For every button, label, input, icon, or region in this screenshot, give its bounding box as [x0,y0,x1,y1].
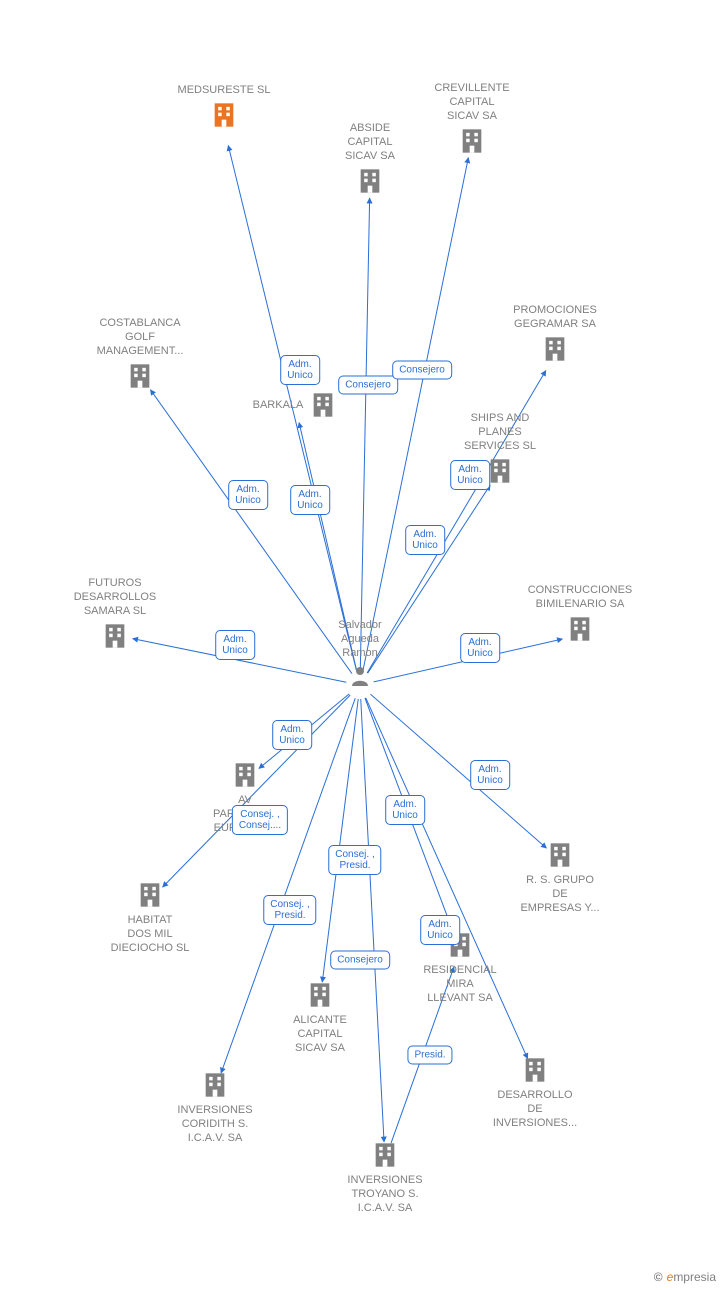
building-icon [210,101,238,129]
edge-label-abside: Consejero [338,376,398,395]
building-icon [309,391,337,419]
person-icon [348,664,372,688]
edge-label-alicante: Consej. ,Presid. [328,845,381,875]
building-icon [521,1056,549,1084]
company-label: R. S. GRUPODEEMPRESAS Y... [500,873,620,915]
company-rsgrupo[interactable]: R. S. GRUPODEEMPRESAS Y... [500,841,620,919]
edge-label-rsgrupo: Adm.Unico [470,760,510,790]
edge-label-avparque: Adm.Unico [272,720,312,750]
company-label: DESARROLLODEINVERSIONES... [475,1088,595,1130]
company-alicante[interactable]: ALICANTECAPITALSICAV SA [260,981,380,1059]
edge-label-medsureste: Adm.Unico [280,355,320,385]
edge-label-desarrollo: Adm.Unico [420,915,460,945]
company-label: MEDSURESTE SL [164,83,284,97]
company-label: INVERSIONESTROYANO S.I.C.A.V. SA [325,1173,445,1215]
edge-troyano [361,699,384,1142]
edge-label-ships: Adm.Unico [405,525,445,555]
company-residencial[interactable]: RESIDENCIALMIRALLEVANT SA [400,931,520,1009]
edge-abside [360,198,369,671]
building-icon [371,1141,399,1169]
edge-label-crevillente: Consejero [392,361,452,380]
edge-label-troyano: Consejero [330,951,390,970]
building-icon [356,167,384,195]
building-icon [541,335,569,363]
diagram-canvas: SalvadorAguedaRamonMEDSURESTE SLABSIDECA… [0,0,728,1290]
company-troyano[interactable]: INVERSIONESTROYANO S.I.C.A.V. SA [325,1141,445,1219]
copyright: © [654,1270,663,1284]
building-icon [546,841,574,869]
company-costablanca[interactable]: COSTABLANCAGOLFMANAGEMENT... [80,316,200,394]
edge-label-construcc: Adm.Unico [460,633,500,663]
company-futuros[interactable]: FUTUROSDESARROLLOSSAMARA SL [55,576,175,654]
edge-label-habitat: Consej. ,Consej.... [232,805,288,835]
edge-label-futuros: Adm.Unico [215,630,255,660]
company-label: SHIPS ANDPLANESSERVICES SL [440,411,560,453]
building-icon [566,615,594,643]
edge-label-costablanca: Adm.Unico [228,480,268,510]
edge-label-troyano-residencial: Presid. [407,1046,452,1065]
company-label: INVERSIONESCORIDITH S.I.C.A.V. SA [155,1103,275,1145]
edge-label-promociones: Adm.Unico [450,460,490,490]
edge-label-coridith: Consej. ,Presid. [263,895,316,925]
building-icon [458,127,486,155]
company-promociones[interactable]: PROMOCIONESGEGRAMAR SA [495,303,615,367]
brand-rest: mpresia [673,1270,716,1284]
company-label: CREVILLENTECAPITALSICAV SA [412,81,532,123]
company-label: CONSTRUCCIONESBIMILENARIO SA [520,583,640,611]
company-label: PROMOCIONESGEGRAMAR SA [495,303,615,331]
company-label: HABITATDOS MILDIECIOCHO SL [90,913,210,955]
company-coridith[interactable]: INVERSIONESCORIDITH S.I.C.A.V. SA [155,1071,275,1149]
person-name: SalvadorAguedaRamon [315,618,405,660]
company-medsureste[interactable]: MEDSURESTE SL [164,83,284,133]
building-icon [486,457,514,485]
footer: © empresia [654,1270,716,1284]
edge-alicante [322,699,358,982]
building-icon [306,981,334,1009]
company-crevillente[interactable]: CREVILLENTECAPITALSICAV SA [412,81,532,159]
company-label: FUTUROSDESARROLLOSSAMARA SL [55,576,175,618]
company-label: RESIDENCIALMIRALLEVANT SA [400,963,520,1005]
company-label: ALICANTECAPITALSICAV SA [260,1013,380,1055]
company-label: COSTABLANCAGOLFMANAGEMENT... [80,316,200,358]
company-habitat[interactable]: HABITATDOS MILDIECIOCHO SL [90,881,210,959]
company-construcc[interactable]: CONSTRUCCIONESBIMILENARIO SA [520,583,640,647]
center-person[interactable]: SalvadorAguedaRamon [315,618,405,692]
building-icon [126,362,154,390]
edge-label-residencial: Adm.Unico [385,795,425,825]
company-desarrollo[interactable]: DESARROLLODEINVERSIONES... [475,1056,595,1134]
edge-label-barkala: Adm.Unico [290,485,330,515]
company-barkala[interactable]: BARKALA [215,391,375,419]
building-icon [101,622,129,650]
building-icon [231,761,259,789]
building-icon [201,1071,229,1099]
edge-rsgrupo [371,694,547,848]
building-icon [136,881,164,909]
